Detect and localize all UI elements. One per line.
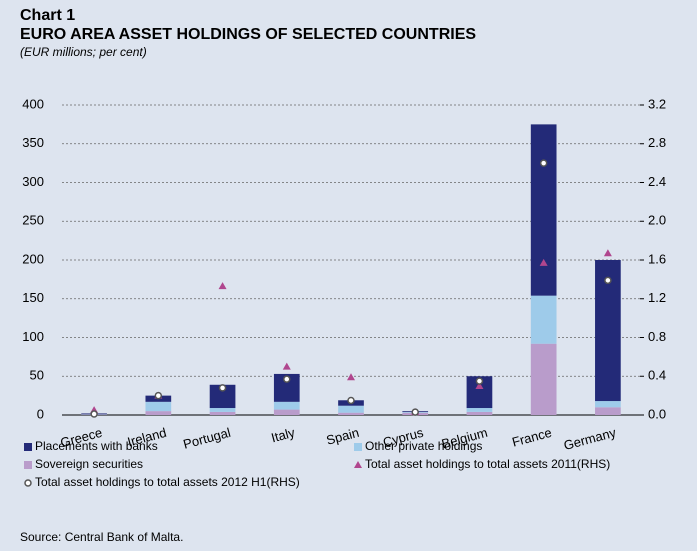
bar	[273, 409, 300, 415]
x-tick-label: Germany	[562, 425, 618, 453]
legend-swatch	[24, 443, 32, 451]
circle-marker	[411, 408, 419, 416]
circle-marker	[347, 396, 355, 405]
y2-tick-label: 2.4	[648, 174, 666, 189]
bar	[466, 411, 493, 415]
bar	[145, 411, 172, 415]
triangle-marker	[603, 249, 612, 257]
triangle-marker	[218, 282, 227, 290]
bar	[530, 124, 557, 296]
legend-label: Total asset holdings to total assets 201…	[35, 475, 300, 489]
circle-marker	[475, 377, 484, 385]
circle-marker	[539, 159, 548, 167]
bar	[209, 411, 236, 415]
bar	[338, 412, 364, 415]
y-tick-label: 300	[22, 174, 44, 189]
y2-tick-label: 0.0	[648, 406, 666, 421]
y-tick-label: 50	[30, 368, 44, 383]
circle-marker	[90, 410, 98, 418]
legend-label: Total asset holdings to total assets 201…	[365, 457, 610, 471]
bar	[145, 401, 172, 412]
bar	[466, 408, 493, 412]
circle-marker	[218, 384, 227, 392]
bar	[338, 405, 364, 413]
y-tick-label: 100	[22, 329, 44, 344]
legend-label: Placements with banks	[35, 439, 158, 453]
chart-label: Chart 1	[20, 7, 75, 24]
y2-tick-label: 1.2	[648, 290, 666, 305]
triangle-marker	[475, 381, 484, 389]
y2-tick-label: 3.2	[648, 96, 666, 111]
source: Source: Central Bank of Malta.	[20, 530, 183, 544]
bar	[530, 295, 557, 344]
chart-title: EURO AREA ASSET HOLDINGS OF SELECTED COU…	[20, 26, 476, 43]
y-tick-label: 350	[22, 135, 44, 150]
y2-tick-label: 1.6	[648, 251, 666, 266]
triangle-marker	[282, 362, 291, 370]
bar	[209, 408, 236, 412]
legend-swatch	[24, 479, 32, 487]
y2-tick-label: 2.8	[648, 135, 666, 150]
legend-swatch	[354, 461, 362, 468]
circle-marker	[283, 375, 291, 383]
bar	[209, 384, 236, 409]
y-tick-label: 400	[22, 96, 44, 111]
triangle-marker	[347, 373, 355, 381]
y-tick-label: 200	[22, 251, 44, 266]
circle-marker	[604, 276, 612, 285]
chart-subtitle: (EUR millions; per cent)	[20, 45, 147, 59]
y-tick-label: 150	[22, 290, 44, 305]
legend-swatch	[24, 461, 32, 469]
x-tick-label: France	[510, 425, 553, 450]
x-tick-label: Italy	[270, 425, 297, 446]
circle-marker	[154, 391, 163, 400]
legend-swatch	[354, 443, 362, 451]
y2-tick-label: 0.4	[648, 368, 666, 383]
y-tick-label: 0	[37, 406, 44, 421]
bar	[595, 401, 621, 408]
bar	[273, 401, 300, 410]
legend-label: Other private holdings	[365, 439, 482, 453]
bar	[595, 407, 621, 415]
triangle-marker	[539, 258, 548, 266]
legend-label: Sovereign securities	[35, 457, 143, 471]
y2-tick-label: 2.0	[648, 213, 666, 228]
bar	[530, 343, 557, 415]
y-tick-label: 250	[22, 213, 44, 228]
x-tick-label: Portugal	[182, 425, 233, 452]
y2-tick-label: 0.8	[648, 329, 666, 344]
